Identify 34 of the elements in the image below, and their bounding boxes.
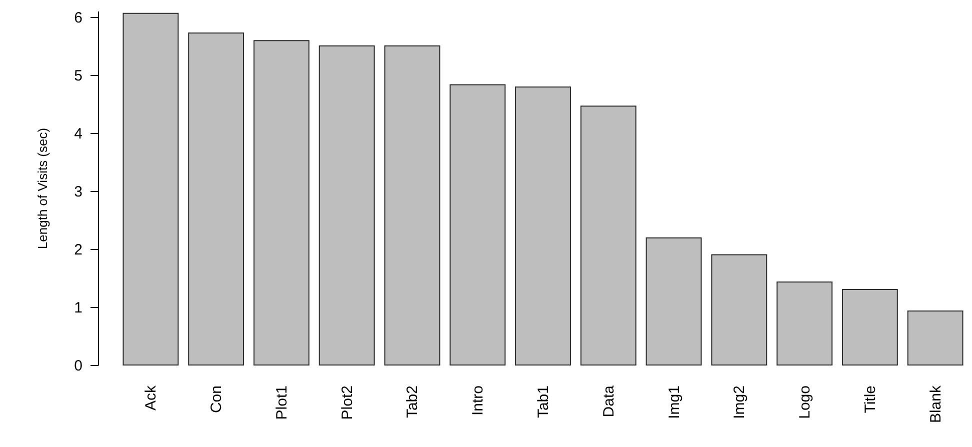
x-tick-label: Plot2 — [338, 386, 356, 420]
x-tick-label: Logo — [796, 386, 814, 419]
bar — [122, 12, 179, 366]
x-tick-label: Con — [208, 386, 226, 414]
x-tick-label: Intro — [470, 386, 487, 416]
y-tick-label: 5 — [74, 67, 82, 84]
x-tick-label: Img1 — [666, 386, 683, 419]
bar — [646, 237, 702, 366]
y-tick-label: 1 — [74, 299, 82, 316]
x-tick-label: Plot1 — [273, 386, 290, 420]
x-tick-label: Data — [600, 384, 618, 418]
bar — [776, 282, 832, 366]
bar — [188, 32, 244, 366]
y-tick-label: 0 — [74, 358, 82, 374]
y-axis-title: Length of Visits (sec) — [35, 128, 50, 250]
bar — [450, 84, 506, 366]
x-tick-label: Blank — [927, 385, 944, 424]
bar — [580, 106, 636, 366]
x-tick-label: Img2 — [731, 386, 748, 419]
bar — [711, 254, 768, 366]
x-tick-label: Title — [862, 386, 879, 414]
bar — [907, 310, 964, 366]
x-tick-label: Tab2 — [404, 386, 422, 418]
y-tick-label: 6 — [74, 9, 82, 26]
bar — [842, 289, 898, 366]
x-tick-label: Tab1 — [535, 386, 552, 418]
y-tick-label: 3 — [74, 183, 82, 200]
x-tick-label: Ack — [142, 385, 160, 411]
y-tick-label: 4 — [74, 125, 82, 142]
bar — [515, 86, 571, 366]
y-tick-label: 2 — [74, 241, 82, 258]
bar — [384, 45, 440, 366]
bar — [318, 45, 375, 366]
bar — [254, 40, 310, 366]
